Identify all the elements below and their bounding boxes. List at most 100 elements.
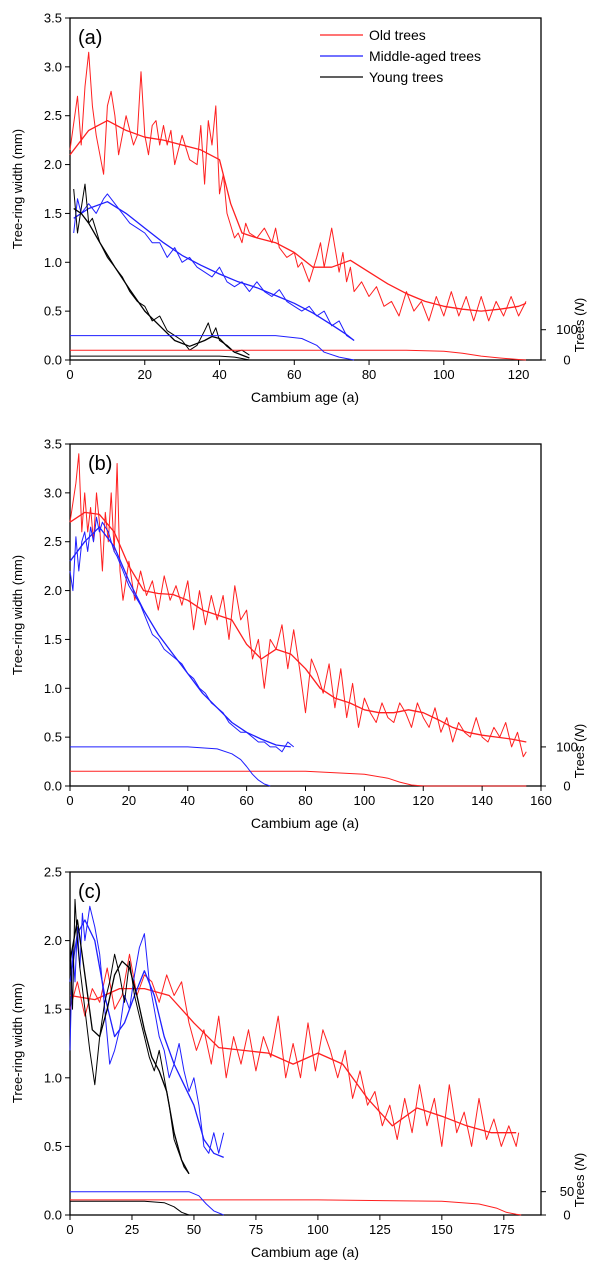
x-tick-label: 40 bbox=[181, 793, 195, 808]
panel-a: 0 20 40 60 80 100 120 0.0 0.5 1.0 1.5 2.0 2.5 3.0 3.5… bbox=[10, 11, 587, 406]
y-axis-label: Tree-ring width (mm) bbox=[10, 555, 25, 675]
y-tick-label: 2.5 bbox=[44, 534, 62, 549]
y-tick-label: 3.0 bbox=[44, 485, 62, 500]
x-axis-label: Cambium age (a) bbox=[251, 815, 359, 831]
y-tick-label: 0.5 bbox=[44, 1139, 62, 1154]
series-old-treessmooth bbox=[69, 119, 527, 312]
x-axis-ticks: 0 20 40 60 80 100 120 bbox=[66, 360, 529, 382]
panel-label: (c) bbox=[78, 881, 101, 903]
series-old-treesraw bbox=[69, 953, 520, 1147]
right-tick-label: 100 bbox=[556, 739, 578, 754]
series-old-treesraw bbox=[69, 51, 527, 322]
x-tick-label: 25 bbox=[125, 1222, 139, 1237]
x-tick-label: 120 bbox=[412, 793, 434, 808]
x-tick-label: 100 bbox=[433, 367, 455, 382]
y-tick-label: 1.0 bbox=[44, 681, 62, 696]
series-old-treescount bbox=[70, 349, 527, 361]
series-young-treesraw bbox=[73, 183, 250, 356]
x-tick-label: 0 bbox=[66, 793, 73, 808]
series-middle-aged-treesraw bbox=[69, 905, 225, 1154]
series-middle-aged-treessmooth bbox=[69, 919, 224, 1159]
y-axis-label: Tree-ring width (mm) bbox=[10, 129, 25, 249]
right-axis-ticks: 0 100 bbox=[541, 322, 578, 368]
y-axis-label: Tree-ring width (mm) bbox=[10, 983, 25, 1103]
y-tick-label: 1.5 bbox=[44, 206, 62, 221]
x-tick-label: 125 bbox=[369, 1222, 391, 1237]
x-tick-label: 0 bbox=[66, 367, 73, 382]
x-tick-label: 150 bbox=[431, 1222, 453, 1237]
x-tick-label: 60 bbox=[239, 793, 253, 808]
x-tick-label: 20 bbox=[122, 793, 136, 808]
x-tick-label: 80 bbox=[298, 793, 312, 808]
plot-frame bbox=[69, 443, 542, 787]
panel-c: 0 25 50 75 100 125 150 175 0.0 0.5 1.0 1.5 2.0 2.5 0… bbox=[10, 865, 587, 1261]
panel-label: (b) bbox=[88, 453, 112, 475]
right-tick-label: 0 bbox=[563, 1208, 570, 1223]
series-old-treesraw bbox=[69, 453, 527, 758]
y-tick-label: 1.0 bbox=[44, 1070, 62, 1085]
right-tick-label: 0 bbox=[563, 779, 570, 794]
y-axis-ticks: 0.0 0.5 1.0 1.5 2.0 2.5 3.0 3.5 bbox=[44, 11, 70, 368]
y-tick-label: 0.0 bbox=[44, 1208, 62, 1223]
legend-label-young: Young trees bbox=[369, 69, 443, 85]
x-axis-label: Cambium age (a) bbox=[251, 389, 359, 405]
y-tick-label: 2.5 bbox=[44, 865, 62, 880]
y-axis-ticks: 0.0 0.5 1.0 1.5 2.0 2.5 bbox=[44, 865, 70, 1223]
plot-lines bbox=[69, 51, 527, 361]
y-tick-label: 2.5 bbox=[44, 108, 62, 123]
y-tick-label: 0.5 bbox=[44, 304, 62, 319]
legend-label-middle: Middle-aged trees bbox=[369, 48, 481, 64]
series-middle-aged-treescount bbox=[70, 335, 355, 361]
right-axis-label: Trees (N) bbox=[572, 1153, 587, 1207]
y-tick-label: 2.0 bbox=[44, 583, 62, 598]
series-middle-aged-treesraw bbox=[73, 193, 355, 341]
x-tick-label: 80 bbox=[362, 367, 376, 382]
series-young-treesraw bbox=[69, 898, 190, 1175]
series-old-treescount bbox=[70, 1199, 522, 1216]
x-tick-label: 160 bbox=[530, 793, 552, 808]
right-tick-label: 50 bbox=[560, 1184, 574, 1199]
plot-frame bbox=[69, 17, 542, 361]
right-axis-ticks: 0 50 bbox=[541, 1184, 574, 1223]
panel-b: 0 20 40 60 80 100 120 140 160 0.0 0.5 1.0 1.5 2.0 2.5… bbox=[10, 437, 587, 832]
series-old-treessmooth bbox=[69, 511, 527, 743]
y-tick-label: 0.0 bbox=[44, 779, 62, 794]
y-tick-label: 1.5 bbox=[44, 632, 62, 647]
y-tick-label: 0.5 bbox=[44, 730, 62, 745]
series-young-treescount bbox=[70, 1200, 190, 1216]
x-tick-label: 40 bbox=[212, 367, 226, 382]
x-tick-label: 175 bbox=[493, 1222, 515, 1237]
y-tick-label: 2.0 bbox=[44, 933, 62, 948]
y-tick-label: 3.0 bbox=[44, 59, 62, 74]
series-middle-aged-treescount bbox=[70, 1191, 224, 1216]
x-tick-label: 100 bbox=[354, 793, 376, 808]
y-tick-label: 0.0 bbox=[44, 353, 62, 368]
y-tick-label: 3.5 bbox=[44, 11, 62, 26]
series-young-treessmooth bbox=[73, 207, 250, 359]
x-tick-label: 120 bbox=[508, 367, 530, 382]
legend: Old trees Middle-aged trees Young trees bbox=[320, 27, 481, 85]
x-axis-ticks: 0 20 40 60 80 100 120 140 160 bbox=[66, 786, 552, 808]
right-axis-label: Trees (N) bbox=[572, 298, 587, 352]
right-axis-label: Trees (N) bbox=[572, 724, 587, 778]
series-young-treescount bbox=[70, 355, 250, 361]
legend-label-old: Old trees bbox=[369, 27, 426, 43]
y-axis-ticks: 0.0 0.5 1.0 1.5 2.0 2.5 3.0 3.5 bbox=[44, 437, 70, 794]
plot-lines bbox=[69, 898, 522, 1216]
y-tick-label: 1.5 bbox=[44, 1002, 62, 1017]
right-tick-label: 100 bbox=[556, 322, 578, 337]
y-tick-label: 3.5 bbox=[44, 437, 62, 452]
series-middle-aged-treescount bbox=[70, 746, 271, 787]
y-tick-label: 1.0 bbox=[44, 255, 62, 270]
series-middle-aged-treessmooth bbox=[73, 201, 355, 342]
x-tick-label: 140 bbox=[471, 793, 493, 808]
plot-lines bbox=[69, 453, 527, 787]
x-axis-ticks: 0 25 50 75 100 125 150 175 bbox=[66, 1215, 515, 1237]
x-tick-label: 20 bbox=[138, 367, 152, 382]
x-tick-label: 60 bbox=[287, 367, 301, 382]
series-old-treescount bbox=[70, 770, 527, 787]
series-old-treessmooth bbox=[69, 987, 517, 1134]
x-tick-label: 0 bbox=[66, 1222, 73, 1237]
right-axis-ticks: 0 100 bbox=[541, 739, 578, 794]
